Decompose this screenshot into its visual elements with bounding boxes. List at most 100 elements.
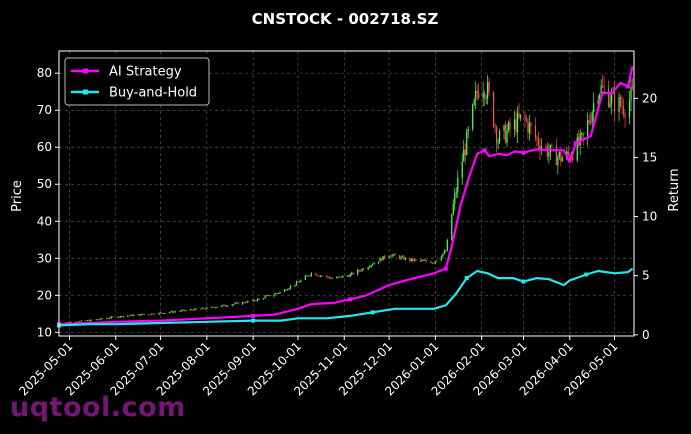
- price-candle: [504, 125, 507, 143]
- price-candle: [493, 91, 495, 126]
- y2-tick-label: 15: [642, 150, 657, 164]
- price-candle: [613, 92, 616, 113]
- legend-label: Buy-and-Hold: [109, 86, 197, 101]
- price-candle: [630, 87, 632, 101]
- price-candle: [227, 305, 229, 307]
- price-candle: [168, 312, 171, 314]
- price-candle: [497, 142, 499, 144]
- price-candle: [298, 281, 301, 283]
- price-candle: [476, 90, 478, 93]
- price-candle: [119, 315, 121, 317]
- price-candle: [628, 100, 631, 118]
- price-candle: [419, 259, 422, 261]
- price-candle: [191, 309, 193, 311]
- legend-marker: [83, 89, 88, 95]
- price-candle: [403, 256, 405, 260]
- price-candle: [130, 314, 132, 316]
- price-candle: [631, 87, 634, 89]
- price-candle: [537, 138, 540, 146]
- price-candle: [518, 113, 520, 118]
- price-candle: [525, 118, 528, 122]
- price-candle: [431, 262, 433, 264]
- series-marker: [370, 310, 375, 315]
- y-tick-label: 50: [37, 177, 52, 191]
- price-candle: [549, 144, 551, 153]
- price-candle: [306, 275, 308, 277]
- price-candle: [97, 319, 99, 321]
- y-axis-label: Price: [10, 180, 25, 212]
- price-candles: [58, 74, 634, 324]
- price-candle: [133, 314, 135, 316]
- price-candle: [243, 302, 245, 303]
- plot-frame: [58, 50, 635, 337]
- price-candle: [473, 99, 475, 105]
- price-candle: [579, 133, 581, 146]
- price-candle: [401, 256, 404, 258]
- price-candle: [106, 318, 108, 319]
- price-candle: [91, 319, 93, 321]
- price-candle: [534, 125, 537, 138]
- series-marker: [464, 276, 469, 281]
- price-candle: [195, 308, 198, 310]
- price-candle: [415, 259, 417, 261]
- y-tick-label: 30: [37, 251, 52, 265]
- price-candle: [89, 319, 91, 322]
- price-candle: [394, 254, 396, 256]
- legend-box: [64, 57, 210, 106]
- y2-axis-label: Return: [667, 168, 682, 211]
- price-candle: [382, 256, 384, 261]
- price-candle: [300, 279, 302, 282]
- price-candle: [236, 302, 238, 304]
- price-candle: [593, 103, 595, 113]
- price-candle: [484, 92, 486, 99]
- price-candle: [286, 289, 289, 291]
- price-candle: [79, 321, 81, 322]
- legend-marker: [83, 68, 88, 74]
- price-candle: [555, 145, 557, 166]
- price-candle: [206, 307, 208, 309]
- price-candle: [276, 293, 278, 294]
- price-candle: [358, 269, 360, 271]
- series-lines: [57, 66, 634, 328]
- price-candle: [107, 318, 109, 319]
- price-candle: [383, 256, 386, 258]
- series-marker: [521, 279, 526, 284]
- price-candle: [610, 93, 613, 104]
- price-candle: [288, 288, 290, 290]
- price-candle: [551, 144, 553, 146]
- price-candle: [337, 276, 339, 278]
- price-candle: [503, 125, 505, 132]
- price-candle: [410, 258, 413, 261]
- price-candle: [558, 152, 560, 158]
- price-candle: [150, 313, 153, 315]
- price-candle: [153, 314, 156, 316]
- price-candle: [506, 130, 508, 143]
- price-candle: [246, 301, 248, 303]
- price-candle: [277, 293, 280, 294]
- price-candle: [495, 127, 498, 143]
- price-candle: [467, 128, 469, 132]
- price-candle: [336, 277, 338, 279]
- price-candle: [391, 255, 393, 257]
- price-candle: [88, 320, 90, 322]
- price-candle: [121, 315, 123, 318]
- price-candle: [436, 260, 438, 262]
- price-candle: [590, 122, 592, 124]
- price-candle: [588, 120, 590, 123]
- price-candle: [80, 320, 83, 322]
- price-candle: [95, 319, 97, 321]
- y2-tick-label: 10: [642, 210, 657, 224]
- price-candle: [618, 96, 620, 113]
- price-candle: [516, 113, 519, 133]
- price-candle: [86, 320, 88, 322]
- price-candle: [289, 286, 292, 289]
- price-candle: [210, 306, 212, 308]
- price-candle: [451, 214, 453, 240]
- price-candle: [463, 149, 465, 162]
- price-candle: [98, 319, 100, 321]
- price-candle: [430, 261, 432, 263]
- price-candle: [373, 263, 375, 265]
- price-candle: [194, 308, 196, 311]
- price-candle: [179, 311, 181, 312]
